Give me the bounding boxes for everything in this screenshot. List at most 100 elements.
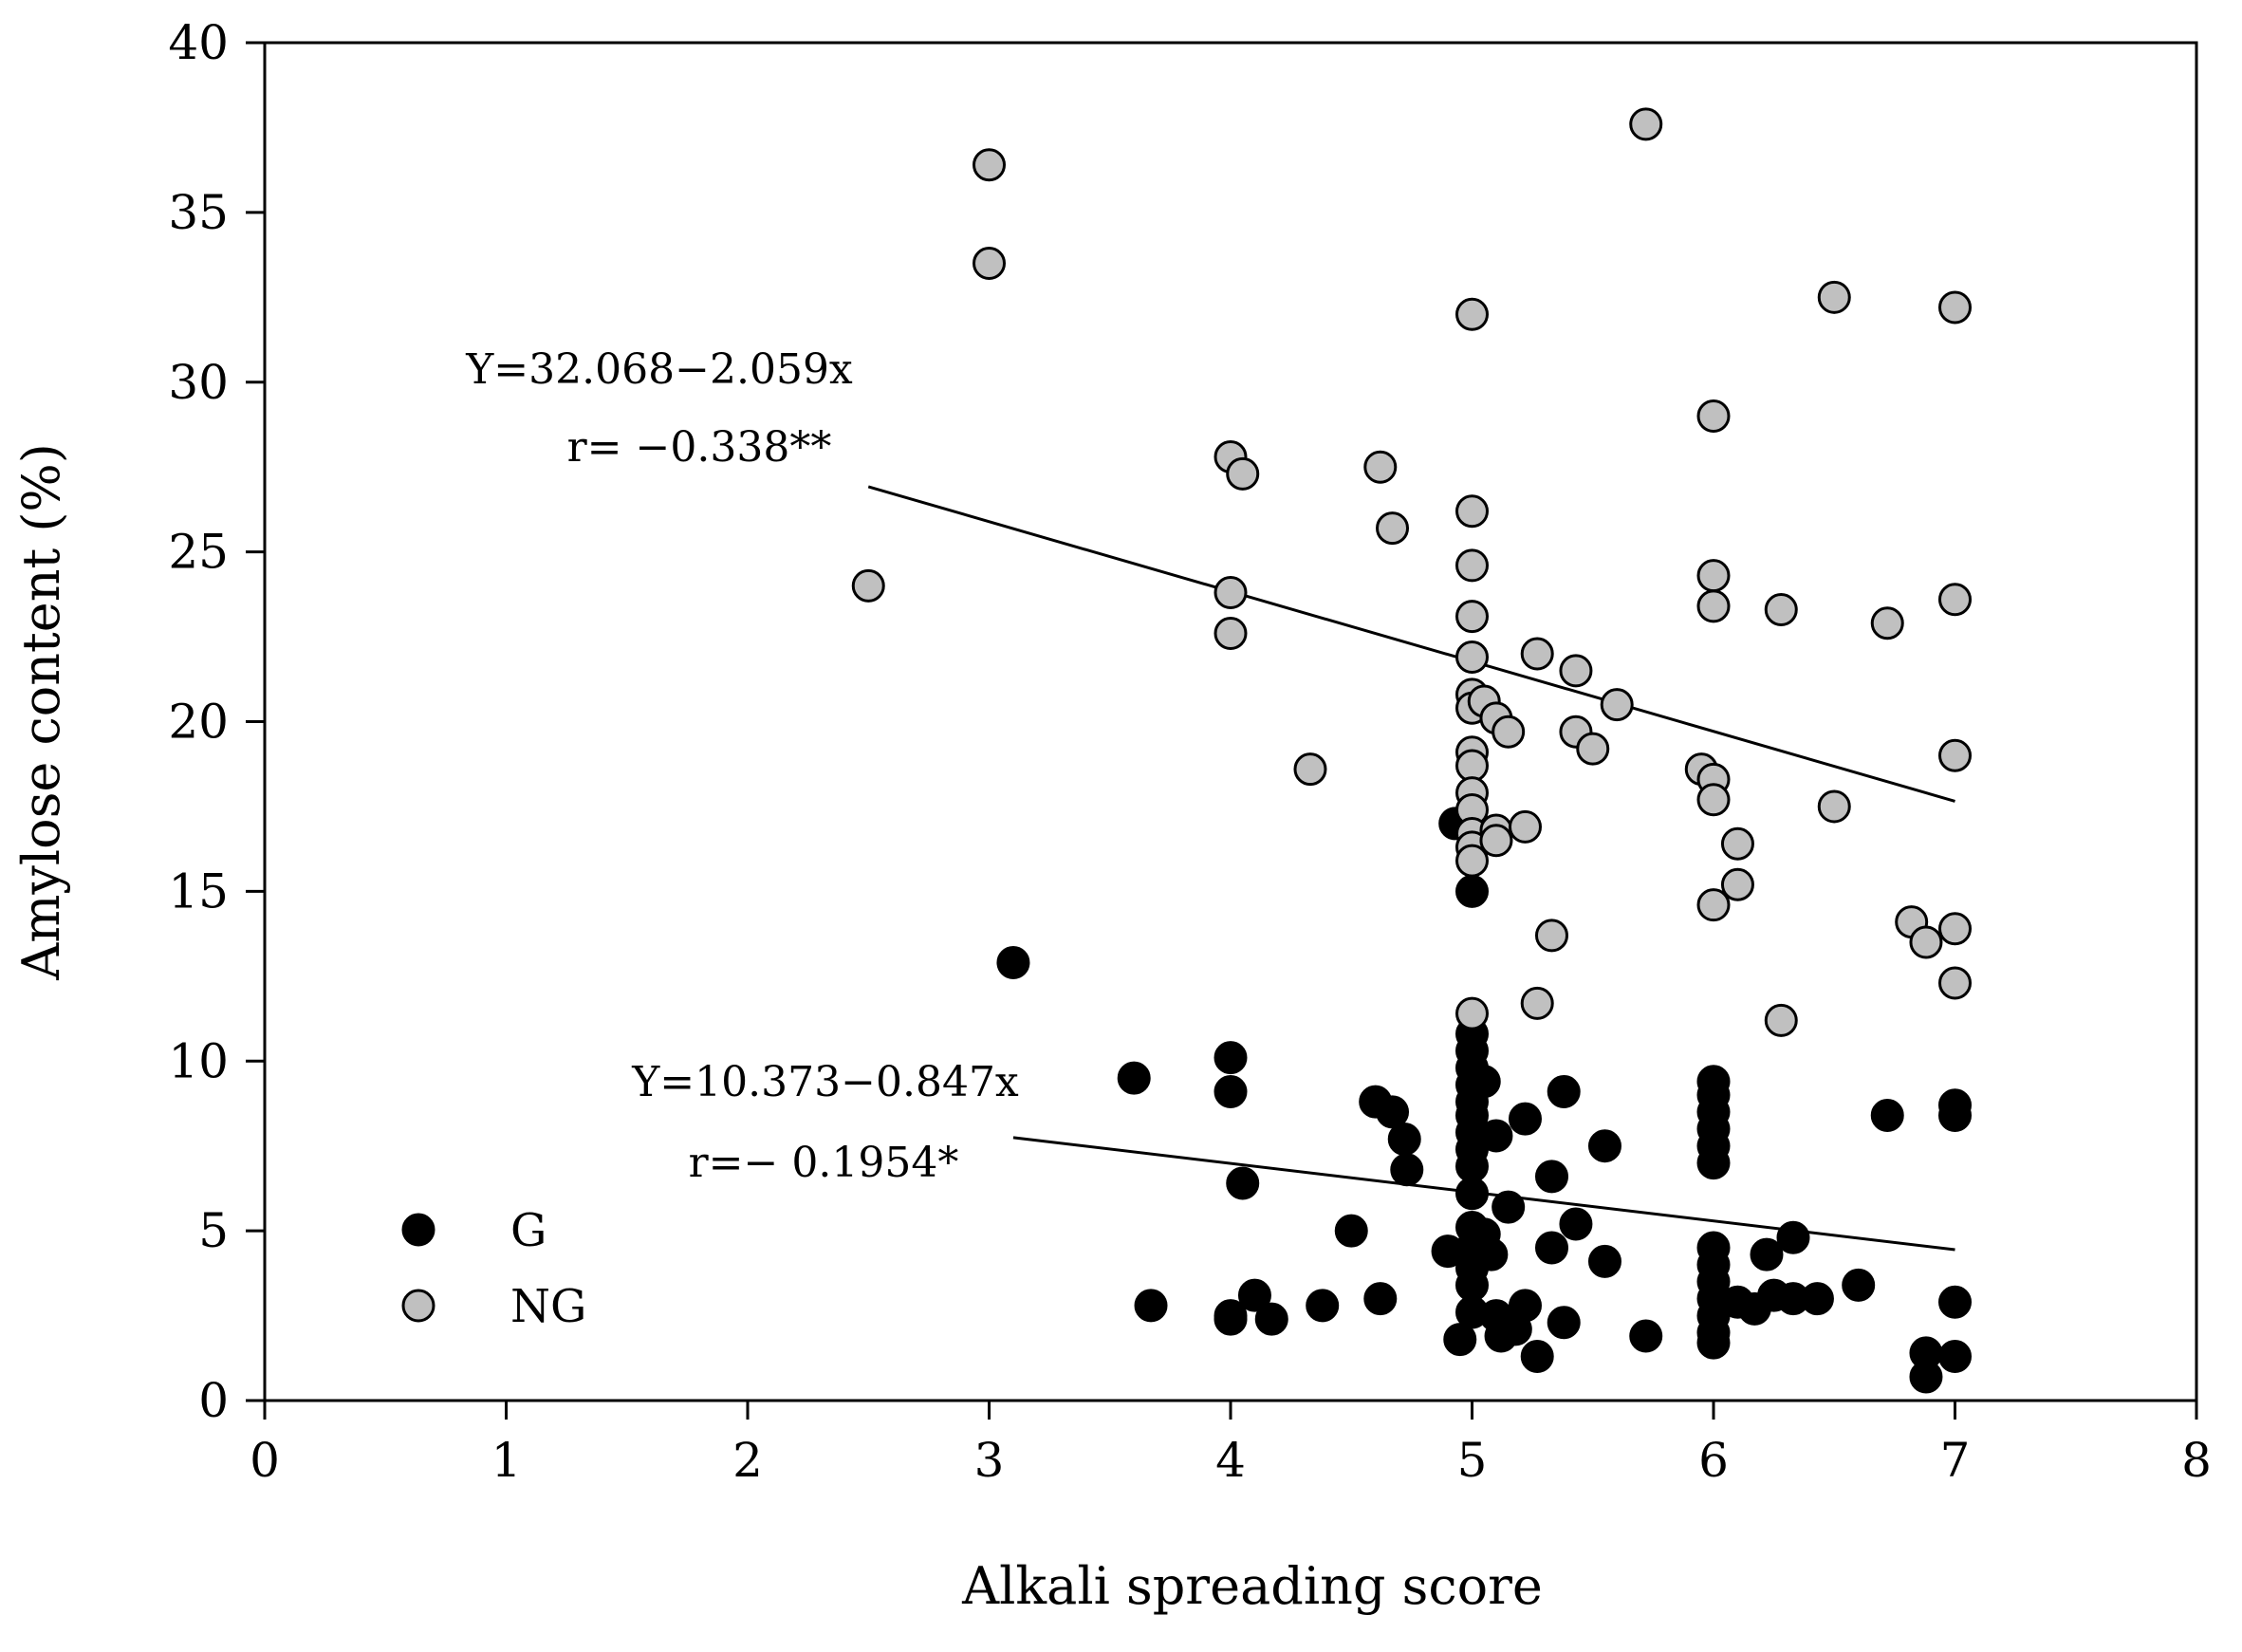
data-point-g (1776, 1220, 1810, 1254)
data-point-g (1587, 1129, 1621, 1163)
data-point-g (1467, 1065, 1501, 1099)
regression-line-ng (867, 485, 1955, 803)
data-point-ng (1696, 888, 1731, 922)
data-point-ng (1293, 752, 1327, 787)
data-point-ng (1600, 688, 1634, 722)
plot-frame (263, 41, 2198, 1402)
data-point-ng (1696, 559, 1731, 593)
series-g (996, 807, 1972, 1394)
x-tick-label: 4 (1215, 1433, 1246, 1488)
data-point-ng (1559, 654, 1593, 688)
data-point-ng (1534, 919, 1568, 953)
data-point-ng (973, 148, 1006, 182)
data-point-g (1534, 1160, 1568, 1194)
data-point-ng (1520, 986, 1554, 1020)
data-point-ng (1938, 290, 1972, 325)
data-point-ng (1455, 494, 1489, 529)
data-point-ng (851, 568, 885, 603)
data-point-ng (1629, 107, 1663, 141)
data-point-g (1134, 1289, 1168, 1323)
series-ng (851, 107, 1972, 1037)
data-point-g (1587, 1244, 1621, 1278)
data-point-ng (1720, 826, 1754, 861)
data-point-g (1750, 1237, 1784, 1271)
data-point-ng (1508, 809, 1542, 844)
ng-correlation-label: r= −0.338** (567, 423, 832, 472)
data-point-ng (1455, 548, 1489, 583)
data-point-ng (1909, 925, 1943, 959)
x-axis-title: Alkali spreading score (961, 1556, 1543, 1616)
y-tick-label: 35 (168, 185, 229, 240)
data-point-g (1842, 1268, 1876, 1302)
x-tick-label: 0 (250, 1433, 280, 1488)
x-tick-label: 3 (974, 1433, 1005, 1488)
data-point-ng (1817, 280, 1851, 314)
data-point-ng (1696, 783, 1731, 817)
y-tick-label: 40 (168, 15, 229, 70)
data-point-g (1376, 1095, 1410, 1129)
data-point-ng (1938, 912, 1972, 946)
data-point-g (1547, 1074, 1581, 1108)
data-point-ng (1938, 583, 1972, 617)
data-point-g (996, 946, 1030, 980)
data-point-ng (1720, 867, 1754, 901)
data-point-ng (1870, 606, 1904, 640)
data-point-ng (1363, 450, 1398, 484)
data-point-g (1938, 1285, 1972, 1319)
data-point-g (1237, 1278, 1271, 1312)
axes (263, 41, 2198, 1402)
data-point-ng (1214, 576, 1248, 610)
data-point-g (1534, 1231, 1568, 1265)
data-point-ng (1226, 456, 1260, 491)
data-point-ng (1938, 738, 1972, 772)
data-point-g (1696, 1326, 1731, 1360)
g-correlation-label: r=− 0.1954* (689, 1139, 959, 1187)
data-point-g (1474, 1237, 1509, 1271)
data-point-ng (1214, 616, 1248, 650)
data-point-g (1117, 1061, 1151, 1095)
data-point-ng (1376, 511, 1410, 546)
data-point-ng (973, 247, 1006, 281)
data-point-g (1938, 1098, 1972, 1132)
data-point-ng (1764, 592, 1798, 626)
data-points (851, 107, 1972, 1394)
data-point-g (1443, 1323, 1477, 1357)
legend: G NG (401, 1204, 586, 1333)
data-point-g (1387, 1123, 1421, 1157)
data-point-g (1479, 1119, 1513, 1153)
data-point-g (1226, 1166, 1260, 1200)
y-tick-label: 10 (168, 1033, 229, 1088)
y-tick-label: 30 (168, 355, 229, 410)
data-point-ng (1455, 640, 1489, 675)
data-point-ng (1455, 844, 1489, 878)
data-point-g (1547, 1306, 1581, 1340)
axis-ticks: 0 1 2 3 4 5 6 7 8 0 5 10 15 20 25 30 35 40 (168, 15, 2212, 1488)
data-point-g (1909, 1360, 1943, 1394)
data-point-g (1306, 1289, 1340, 1323)
data-point-g (1455, 1177, 1489, 1211)
data-point-g (1559, 1207, 1593, 1241)
x-tick-label: 6 (1698, 1433, 1729, 1488)
y-axis-title: Amylose content (%) (11, 443, 71, 981)
y-tick-label: 0 (198, 1373, 229, 1428)
data-point-g (1508, 1102, 1542, 1136)
legend-label-ng: NG (510, 1280, 586, 1333)
y-tick-label: 25 (168, 525, 229, 580)
data-point-g (1334, 1214, 1368, 1248)
y-tick-label: 15 (168, 863, 229, 919)
data-point-ng (1817, 789, 1851, 824)
data-point-ng (1479, 824, 1513, 858)
legend-marker-g (401, 1213, 435, 1247)
g-regression-equation: Y=10.373−0.847x (631, 1058, 1019, 1106)
data-point-ng (1764, 1003, 1798, 1037)
y-tick-label: 5 (198, 1203, 229, 1258)
data-point-g (1696, 1146, 1731, 1180)
data-point-ng (1455, 600, 1489, 634)
data-point-g (1455, 874, 1489, 908)
data-point-ng (1696, 589, 1731, 623)
data-point-ng (1576, 732, 1610, 766)
data-point-g (1629, 1319, 1663, 1353)
x-tick-label: 2 (732, 1433, 763, 1488)
data-point-g (1870, 1098, 1904, 1132)
